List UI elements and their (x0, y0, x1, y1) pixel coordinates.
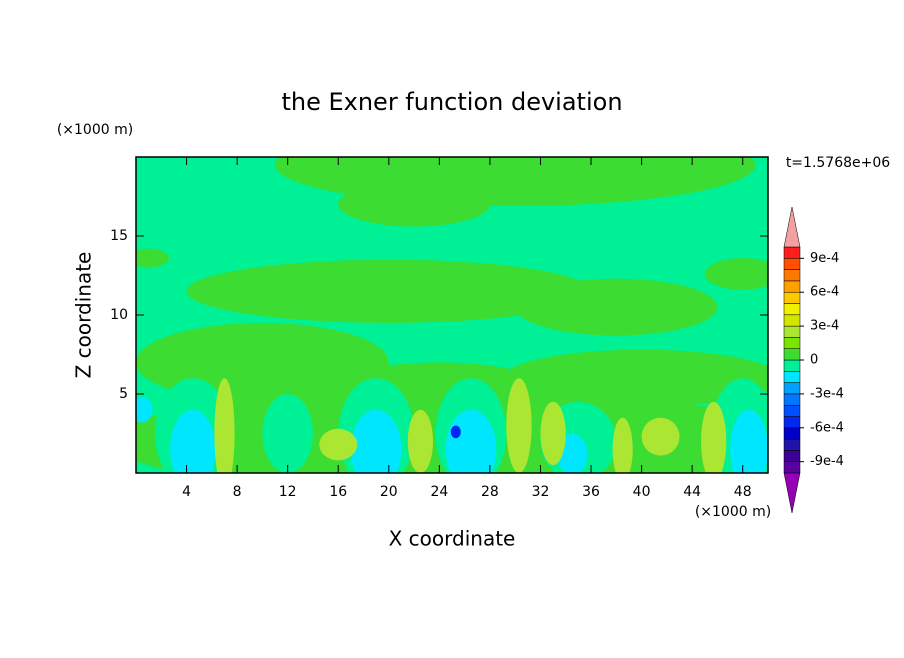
contour-region (641, 417, 680, 456)
y-axis-label: Z coordinate (72, 252, 96, 379)
colorbar-band (783, 269, 801, 282)
x-tick-label: 8 (233, 484, 242, 500)
colorbar-tick-label: 9e-4 (810, 251, 839, 266)
contour-region (730, 409, 768, 473)
colorbar-band (783, 314, 801, 327)
contour-region (612, 417, 633, 473)
colorbar-band (783, 450, 801, 462)
colorbar-tick-label: 3e-4 (810, 319, 839, 334)
contour-region (275, 157, 756, 206)
contour-region (136, 397, 153, 423)
x-tick-label: 4 (182, 484, 191, 500)
colorbar-band (783, 359, 801, 372)
contour-region (136, 248, 169, 268)
contour-field (136, 157, 768, 473)
x-tick-label: 40 (633, 484, 651, 500)
colorbar-tick-label: 6e-4 (810, 285, 839, 300)
colorbar-band (783, 382, 801, 395)
x-tick-label: 32 (532, 484, 550, 500)
colorbar-band (783, 438, 801, 451)
colorbar-band (783, 246, 801, 259)
x-tick-label: 44 (683, 484, 701, 500)
x-tick-label: 12 (279, 484, 297, 500)
y-tick-label: 5 (119, 386, 128, 402)
contour-region (502, 349, 768, 407)
x-tick-label: 16 (329, 484, 347, 500)
colorbar-band (783, 393, 801, 406)
contour-region (170, 409, 216, 473)
contour-region (214, 378, 235, 473)
colorbar-tick-label: -3e-4 (810, 386, 844, 401)
colorbar-tick-label: 0 (810, 353, 818, 368)
colorbar-band (783, 404, 801, 417)
contour-region (338, 182, 490, 227)
contour-region (262, 394, 313, 473)
time-annotation: t=1.5768e+06 (786, 155, 890, 171)
colorbar-band (783, 303, 801, 316)
colorbar-band (783, 427, 801, 440)
colorbar-band (783, 291, 801, 304)
y-unit: (×1000 m) (57, 122, 133, 138)
x-tick-label: 24 (430, 484, 448, 500)
x-tick-label: 48 (734, 484, 752, 500)
colorbar: 9e-4 6e-4 3e-4 0 -3e-4 -6e-4 -9e-4 (783, 206, 844, 514)
contour-region (319, 428, 358, 461)
chart-title: the Exner function deviation (281, 88, 622, 116)
y-tick-label: 15 (110, 228, 128, 244)
colorbar-band (783, 416, 801, 429)
x-tick-label: 20 (380, 484, 398, 500)
colorbar-band (783, 325, 801, 338)
colorbar-tick-label: -6e-4 (810, 420, 844, 435)
contour-region (701, 401, 727, 473)
x-axis-label: X coordinate (389, 527, 516, 551)
colorbar-extension-low (783, 472, 801, 514)
x-tick-label: 36 (582, 484, 600, 500)
colorbar-band (783, 280, 801, 293)
contour-region (350, 409, 402, 473)
contour-region (407, 409, 434, 473)
colorbar-band (783, 371, 801, 383)
contour-region (704, 258, 768, 290)
x-tick-label: 28 (481, 484, 499, 500)
colorbar-band (783, 348, 801, 361)
contour-region (445, 409, 497, 473)
contour-region (506, 378, 532, 473)
contour-region (515, 278, 718, 336)
colorbar-tick-label: -9e-4 (810, 454, 844, 469)
contour-region (540, 401, 566, 466)
y-tick-label: 10 (110, 307, 128, 323)
contour-region (186, 259, 592, 323)
x-unit: (×1000 m) (695, 504, 771, 520)
colorbar-band (783, 258, 801, 270)
colorbar-band (783, 461, 801, 474)
colorbar-extension-high (783, 206, 801, 248)
contour-region (450, 425, 461, 439)
colorbar-band (783, 337, 801, 349)
